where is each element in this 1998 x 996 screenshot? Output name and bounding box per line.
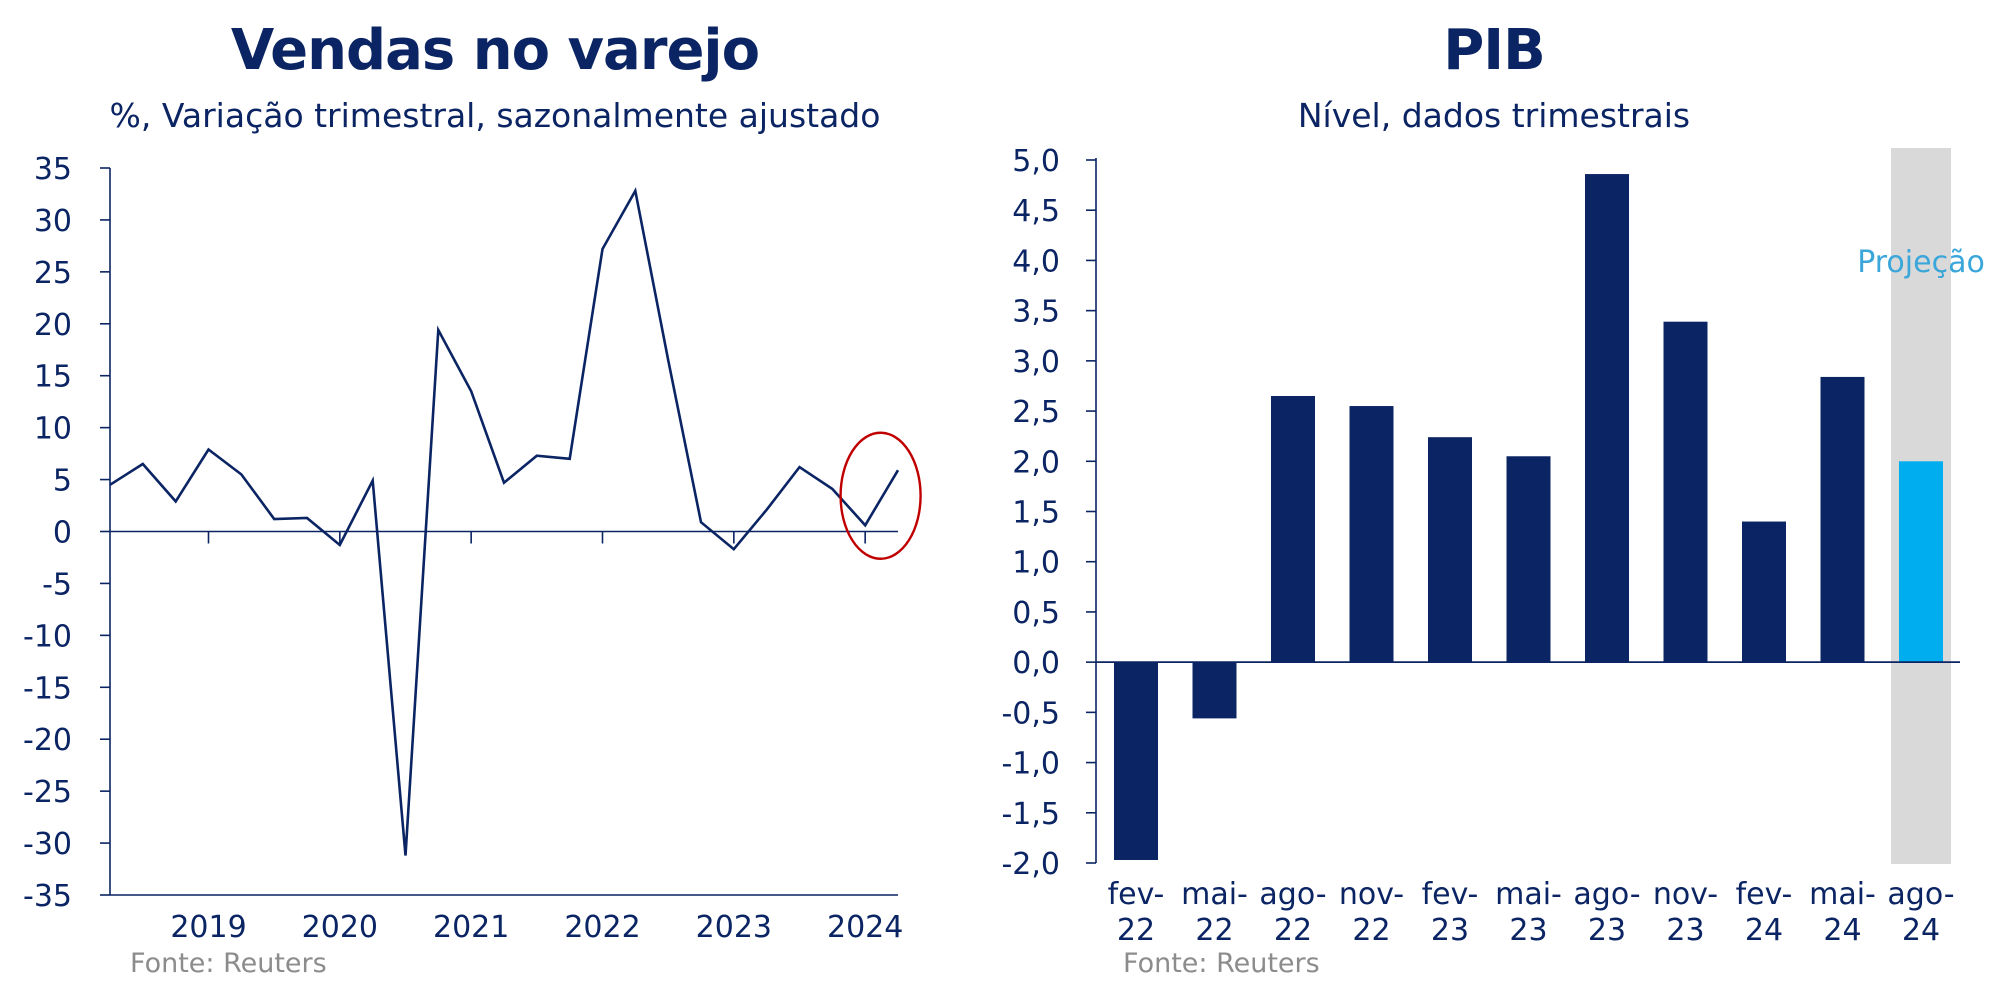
y-tick-label: 2,0 bbox=[1012, 445, 1060, 480]
y-tick-label: 20 bbox=[34, 308, 72, 343]
x-tick-label: 2023 bbox=[696, 910, 772, 940]
y-tick-label: 30 bbox=[34, 204, 72, 239]
x-tick-label: nov- bbox=[1339, 877, 1404, 912]
y-tick-label: -5 bbox=[42, 567, 72, 602]
retail-sales-source: Fonte: Reuters bbox=[130, 948, 327, 979]
x-tick-label: ago- bbox=[1573, 877, 1640, 912]
y-tick-label: -2,0 bbox=[1001, 847, 1060, 882]
y-tick-label: -35 bbox=[23, 879, 72, 914]
y-tick-label: -15 bbox=[23, 671, 72, 706]
gdp-bar bbox=[1114, 662, 1158, 860]
y-tick-label: 0 bbox=[53, 516, 72, 551]
gdp-bar bbox=[1349, 406, 1394, 663]
y-tick-label: 10 bbox=[34, 412, 72, 447]
x-tick-label: 22 bbox=[1352, 913, 1390, 945]
gdp-panel: PIB Nível, dados trimestrais Projeção 5,0… bbox=[990, 0, 1998, 996]
x-tick-label: 22 bbox=[1117, 913, 1155, 945]
projection-label: Projeção bbox=[1857, 245, 1985, 280]
y-tick-label: -1,5 bbox=[1001, 797, 1060, 832]
y-tick-label: 3,5 bbox=[1012, 295, 1060, 330]
retail-sales-panel: Vendas no varejo %, Variação trimestral,… bbox=[0, 0, 990, 996]
gdp-bar bbox=[1192, 662, 1237, 719]
y-tick-label: 0,5 bbox=[1012, 596, 1060, 631]
y-tick-label: 1,5 bbox=[1012, 496, 1060, 531]
gdp-bar bbox=[1820, 376, 1865, 663]
x-tick-label: 23 bbox=[1431, 913, 1469, 945]
retail-sales-line bbox=[109, 187, 900, 856]
x-tick-label: mai- bbox=[1495, 877, 1562, 912]
y-tick-label: -25 bbox=[23, 775, 72, 810]
y-tick-label: 4,5 bbox=[1012, 194, 1060, 229]
gdp-bar bbox=[1585, 174, 1629, 663]
retail-sales-subtitle: %, Variação trimestral, sazonalmente aju… bbox=[109, 96, 881, 135]
x-tick-label: 2024 bbox=[827, 910, 903, 940]
gdp-title: PIB bbox=[1443, 18, 1546, 83]
gdp-subtitle: Nível, dados trimestrais bbox=[1297, 96, 1691, 135]
y-tick-label: 5 bbox=[53, 464, 72, 499]
x-tick-label: 2021 bbox=[433, 910, 509, 940]
x-tick-label: fev- bbox=[1736, 877, 1793, 912]
y-tick-label: -30 bbox=[23, 827, 72, 862]
x-tick-label: 22 bbox=[1274, 913, 1312, 945]
x-tick-label: nov- bbox=[1653, 877, 1718, 912]
x-tick-label: 24 bbox=[1902, 913, 1940, 945]
gdp-bar bbox=[1663, 321, 1708, 663]
x-tick-label: 2019 bbox=[170, 910, 246, 940]
x-tick-label: mai- bbox=[1181, 877, 1248, 912]
gdp-bar bbox=[1899, 461, 1943, 663]
gdp-bar bbox=[1271, 396, 1315, 663]
y-tick-label: 0,0 bbox=[1012, 646, 1060, 681]
x-tick-label: 2020 bbox=[302, 910, 378, 940]
x-tick-label: mai- bbox=[1809, 877, 1876, 912]
y-tick-label: -1,0 bbox=[1001, 747, 1060, 782]
x-tick-label: 23 bbox=[1509, 913, 1547, 945]
y-tick-label: 1,0 bbox=[1012, 546, 1060, 581]
gdp-source: Fonte: Reuters bbox=[1123, 948, 1320, 979]
x-tick-label: 22 bbox=[1195, 913, 1233, 945]
x-tick-label: fev- bbox=[1422, 877, 1479, 912]
y-tick-label: -10 bbox=[23, 619, 72, 654]
gdp-bar-chart: Projeção 5,0 4,5 4,0 3,5 3,0 2,5 2,0 1,5 1,0 0,5 0,… bbox=[1001, 144, 1985, 945]
x-tick-label: 23 bbox=[1588, 913, 1626, 945]
x-tick-label: 24 bbox=[1745, 913, 1783, 945]
y-tick-label: 25 bbox=[34, 256, 72, 291]
y-tick-label: 15 bbox=[34, 360, 72, 395]
y-tick-label: 3,0 bbox=[1012, 345, 1060, 380]
gdp-bar bbox=[1506, 456, 1551, 663]
x-tick-label: ago- bbox=[1259, 877, 1326, 912]
x-tick-label: fev- bbox=[1108, 877, 1165, 912]
retail-sales-title: Vendas no varejo bbox=[230, 18, 760, 83]
x-tick-label: 24 bbox=[1823, 913, 1861, 945]
gdp-bar bbox=[1428, 437, 1472, 663]
y-tick-label: 4,0 bbox=[1012, 244, 1060, 279]
y-tick-label: -0,5 bbox=[1001, 696, 1060, 731]
y-tick-label: 5,0 bbox=[1012, 144, 1060, 179]
y-tick-label: 2,5 bbox=[1012, 395, 1060, 430]
x-tick-label: 2022 bbox=[564, 910, 640, 940]
y-tick-label: -20 bbox=[23, 723, 72, 758]
x-tick-label: 23 bbox=[1666, 913, 1704, 945]
retail-sales-line-chart: 35 30 25 20 15 10 5 0 -5 -10 -15 -20 -25 -30 -35 2019 20… bbox=[23, 152, 922, 940]
y-tick-label: 35 bbox=[34, 152, 72, 187]
x-tick-label: ago- bbox=[1887, 877, 1954, 912]
highlight-circle bbox=[839, 431, 922, 560]
gdp-bar bbox=[1742, 521, 1786, 663]
